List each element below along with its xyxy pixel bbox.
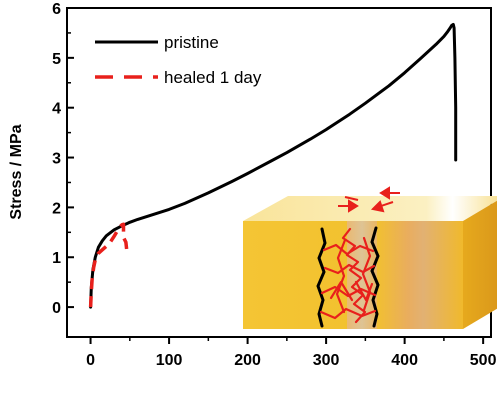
x-axis-ticks: 0 100 200 300 400 500 — [86, 337, 497, 369]
polymer-chain-left — [316, 227, 327, 328]
y-axis-ticks: 0 1 2 3 4 5 6 — [52, 1, 74, 317]
plot-frame — [66, 7, 492, 338]
y-tick-label: 1 — [52, 250, 61, 267]
y-tick-label: 3 — [52, 151, 61, 168]
y-tick-label: 0 — [52, 300, 61, 317]
y-tick-label: 6 — [52, 1, 61, 18]
healing-chains — [319, 227, 377, 324]
y-axis-label: Stress / MPa — [8, 124, 25, 219]
series-line-healed-1-day — [88, 222, 130, 308]
legend-label-pristine: pristine — [164, 33, 219, 52]
healing-block-illustration — [243, 186, 497, 329]
x-tick-label: 100 — [156, 352, 183, 369]
y-tick-label: 2 — [52, 200, 61, 217]
y-tick-label: 5 — [52, 51, 61, 68]
x-tick-label: 200 — [234, 352, 261, 369]
x-tick-label: 400 — [391, 352, 418, 369]
y-tick-label: 4 — [52, 101, 61, 118]
polymer-chain-right — [370, 226, 380, 328]
x-tick-label: 500 — [470, 352, 497, 369]
compression-arrows — [338, 186, 400, 213]
block-top-face — [243, 196, 497, 221]
x-tick-label: 300 — [313, 352, 340, 369]
x-tick-label: 0 — [86, 352, 95, 369]
series-line-pristine — [89, 22, 458, 309]
block-side-face — [463, 200, 497, 329]
legend-label-healed: healed 1 day — [164, 68, 262, 87]
legend: pristine healed 1 day — [95, 33, 262, 87]
